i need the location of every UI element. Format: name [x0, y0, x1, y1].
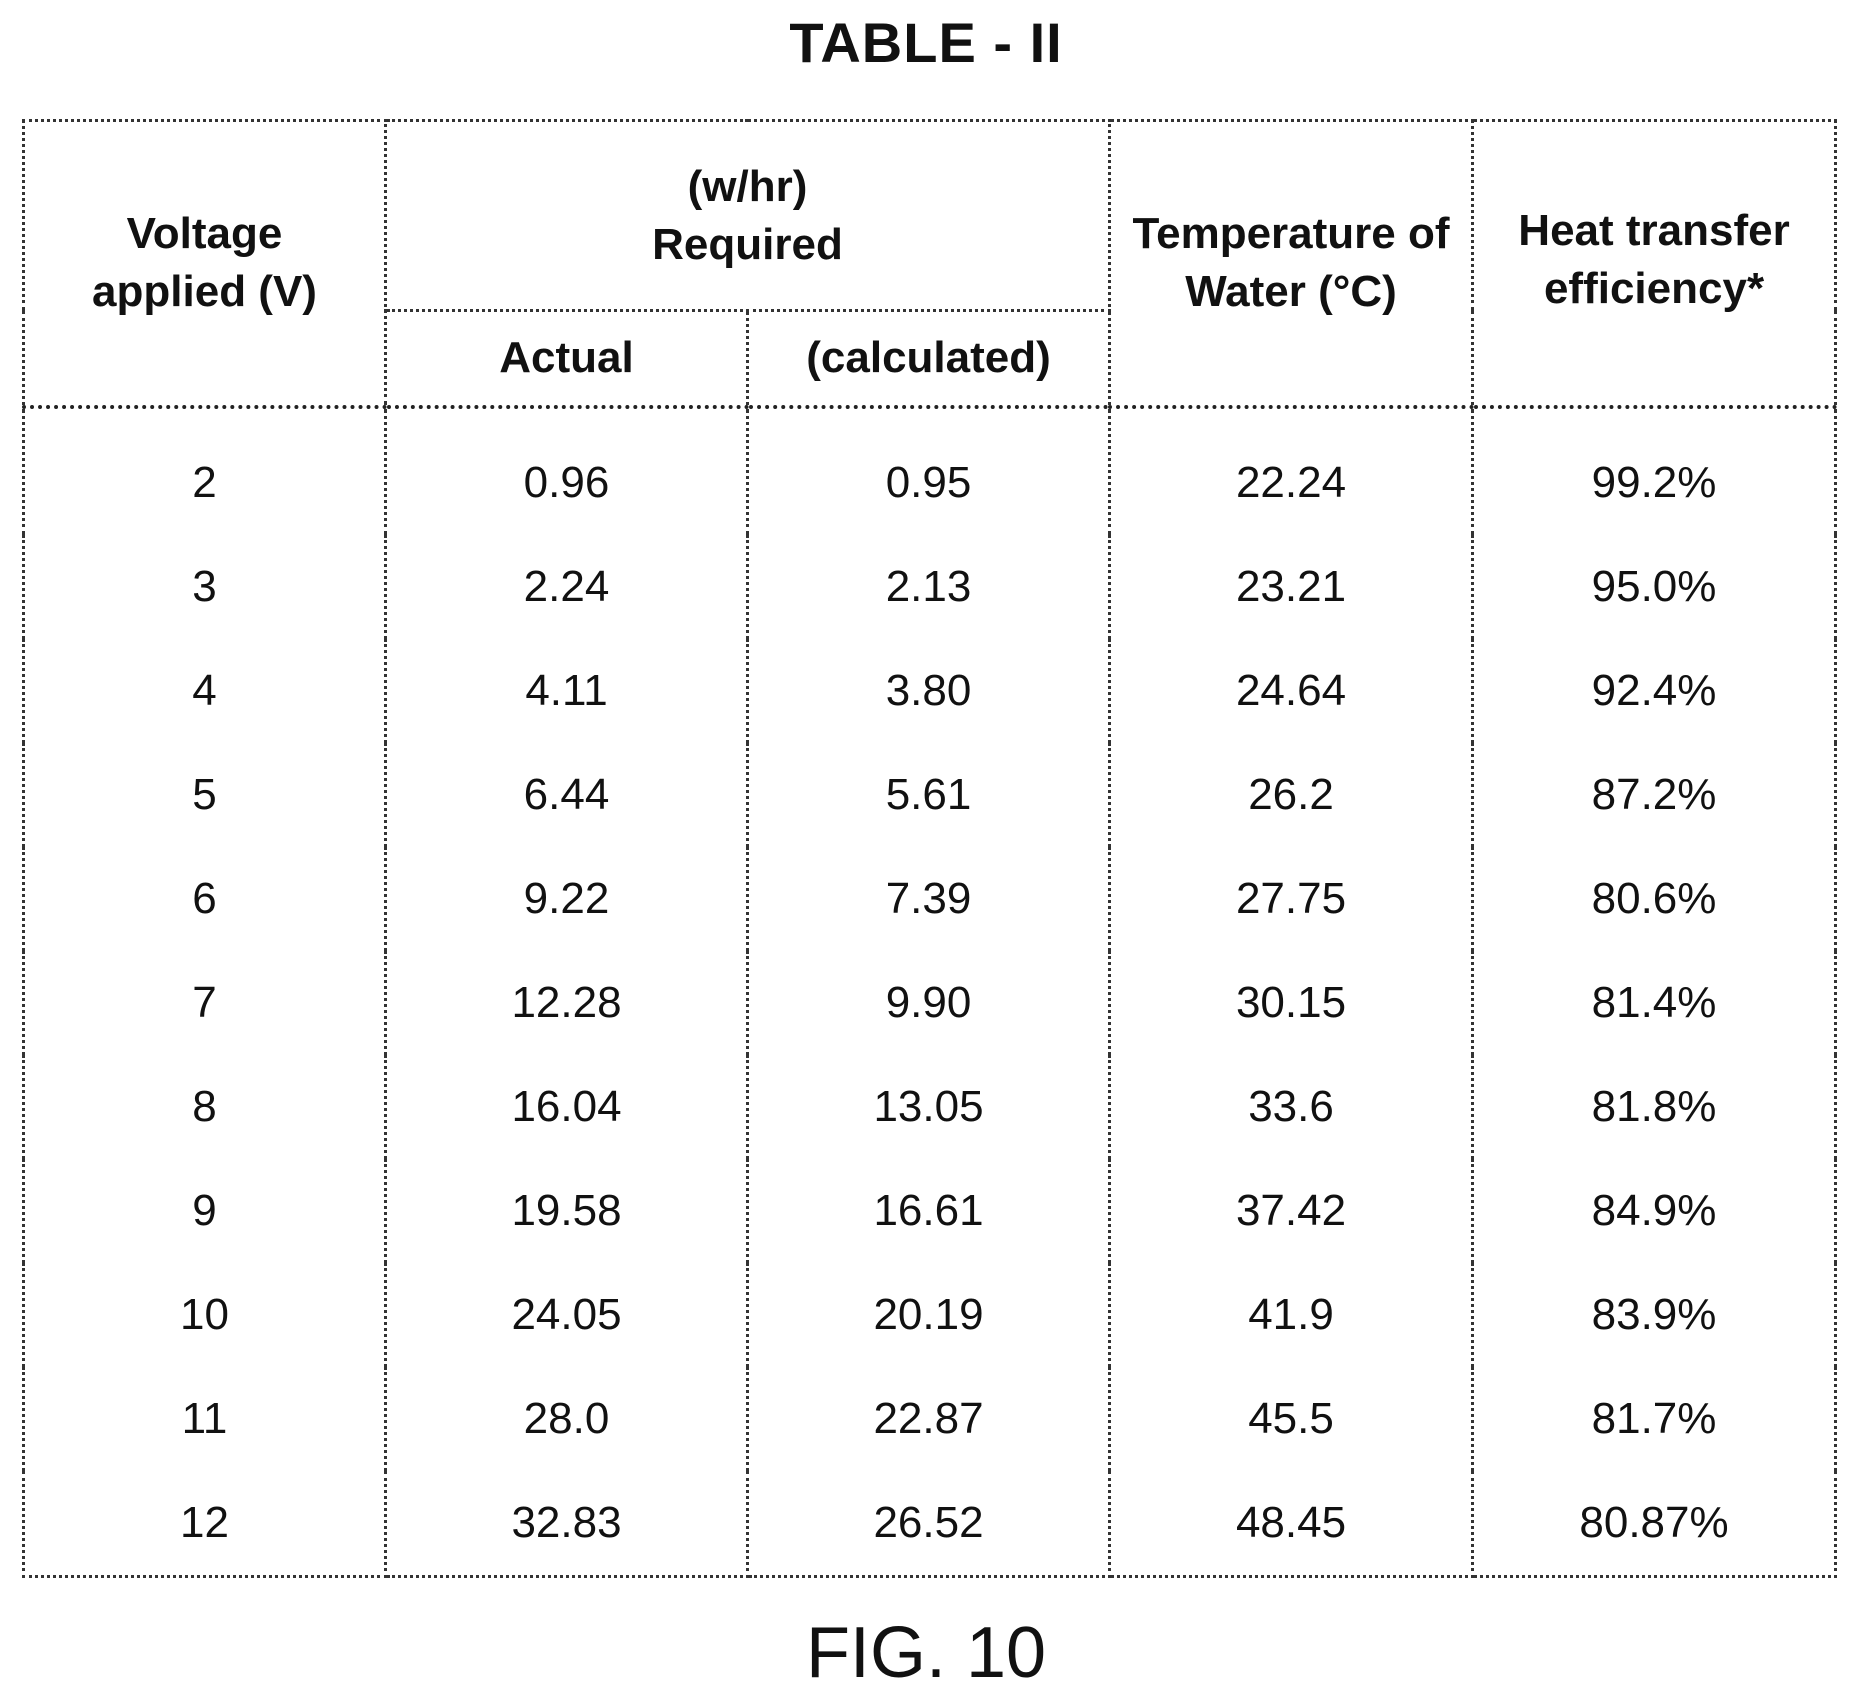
cell-temperature: 27.75	[1108, 846, 1475, 951]
cell-voltage: 5	[22, 742, 387, 847]
cell-voltage: 12	[22, 1470, 387, 1578]
cell-temperature: 45.5	[1108, 1366, 1475, 1471]
cell-voltage: 8	[22, 1054, 387, 1159]
header-calculated: (calculated)	[745, 309, 1112, 409]
cell-calculated: 16.61	[745, 1158, 1112, 1263]
header-efficiency: Heat transfer efficiency*	[1471, 119, 1838, 409]
cell-temperature: 48.45	[1108, 1470, 1475, 1578]
cell-actual: 16.04	[384, 1054, 749, 1159]
header-temperature: Temperature of Water (°C)	[1108, 119, 1475, 409]
cell-efficiency: 81.7%	[1471, 1366, 1838, 1471]
cell-temperature: 41.9	[1108, 1262, 1475, 1367]
cell-calculated: 2.13	[745, 534, 1112, 639]
cell-efficiency: 84.9%	[1471, 1158, 1838, 1263]
table-row: 11 28.0 22.87 45.5 81.7%	[22, 1366, 1838, 1471]
cell-efficiency: 92.4%	[1471, 638, 1838, 743]
cell-voltage: 3	[22, 534, 387, 639]
cell-calculated: 5.61	[745, 742, 1112, 847]
cell-temperature: 24.64	[1108, 638, 1475, 743]
cell-actual: 6.44	[384, 742, 749, 847]
header-voltage: Voltage applied (V)	[22, 119, 387, 409]
cell-efficiency: 81.4%	[1471, 950, 1838, 1055]
cell-voltage: 6	[22, 846, 387, 951]
cell-temperature: 37.42	[1108, 1158, 1475, 1263]
header-actual: Actual	[384, 309, 749, 409]
cell-calculated: 13.05	[745, 1054, 1112, 1159]
cell-calculated: 22.87	[745, 1366, 1112, 1471]
header-row-top: Voltage applied (V) (w/hr) Required Temp…	[22, 119, 1838, 409]
cell-voltage: 7	[22, 950, 387, 1055]
header-required-label: Required	[652, 219, 843, 269]
cell-voltage: 9	[22, 1158, 387, 1263]
table-body: 2 0.96 0.95 22.24 99.2% 3 2.24 2.13 23.21 95.0% 4 4…	[22, 406, 1838, 1578]
cell-calculated: 26.52	[745, 1470, 1112, 1578]
cell-actual: 0.96	[384, 406, 749, 535]
cell-calculated: 0.95	[745, 406, 1112, 535]
table-row: 5 6.44 5.61 26.2 87.2%	[22, 742, 1838, 847]
cell-calculated: 9.90	[745, 950, 1112, 1055]
cell-calculated: 3.80	[745, 638, 1112, 743]
cell-actual: 4.11	[384, 638, 749, 743]
cell-efficiency: 99.2%	[1471, 406, 1838, 535]
table-row: 9 19.58 16.61 37.42 84.9%	[22, 1158, 1838, 1263]
cell-temperature: 22.24	[1108, 406, 1475, 535]
cell-voltage: 11	[22, 1366, 387, 1471]
cell-efficiency: 83.9%	[1471, 1262, 1838, 1367]
cell-temperature: 30.15	[1108, 950, 1475, 1055]
figure-caption: FIG. 10	[805, 1613, 1047, 1693]
cell-efficiency: 81.8%	[1471, 1054, 1838, 1159]
header-required-unit: (w/hr)	[687, 161, 808, 211]
cell-temperature: 23.21	[1108, 534, 1475, 639]
cell-calculated: 20.19	[745, 1262, 1112, 1367]
table-row: 7 12.28 9.90 30.15 81.4%	[22, 950, 1838, 1055]
cell-efficiency: 87.2%	[1471, 742, 1838, 847]
table-row: 10 24.05 20.19 41.9 83.9%	[22, 1262, 1838, 1367]
table-row: 4 4.11 3.80 24.64 92.4%	[22, 638, 1838, 743]
table-row: 2 0.96 0.95 22.24 99.2%	[22, 406, 1838, 535]
cell-efficiency: 95.0%	[1471, 534, 1838, 639]
header-row-sub: Actual (calculated)	[24, 309, 1836, 409]
cell-efficiency: 80.87%	[1471, 1470, 1838, 1578]
cell-actual: 24.05	[384, 1262, 749, 1367]
cell-voltage: 4	[22, 638, 387, 743]
cell-efficiency: 80.6%	[1471, 846, 1838, 951]
cell-actual: 19.58	[384, 1158, 749, 1263]
table-row: 12 32.83 26.52 48.45 80.87%	[22, 1470, 1838, 1578]
cell-actual: 12.28	[384, 950, 749, 1055]
cell-calculated: 7.39	[745, 846, 1112, 951]
table-row: 3 2.24 2.13 23.21 95.0%	[22, 534, 1838, 639]
cell-temperature: 33.6	[1108, 1054, 1475, 1159]
table-row: 8 16.04 13.05 33.6 81.8%	[22, 1054, 1838, 1159]
data-table: Voltage applied (V) (w/hr) Required Temp…	[22, 119, 1838, 1578]
table-header: Voltage applied (V) (w/hr) Required Temp…	[22, 119, 1838, 409]
cell-actual: 32.83	[384, 1470, 749, 1578]
cell-voltage: 10	[22, 1262, 387, 1367]
cell-temperature: 26.2	[1108, 742, 1475, 847]
table-row: 6 9.22 7.39 27.75 80.6%	[22, 846, 1838, 951]
cell-actual: 28.0	[384, 1366, 749, 1471]
cell-actual: 2.24	[384, 534, 749, 639]
table-title: TABLE - II	[789, 11, 1063, 74]
cell-voltage: 2	[22, 406, 387, 535]
cell-actual: 9.22	[384, 846, 749, 951]
header-required: (w/hr) Required	[383, 119, 1112, 312]
